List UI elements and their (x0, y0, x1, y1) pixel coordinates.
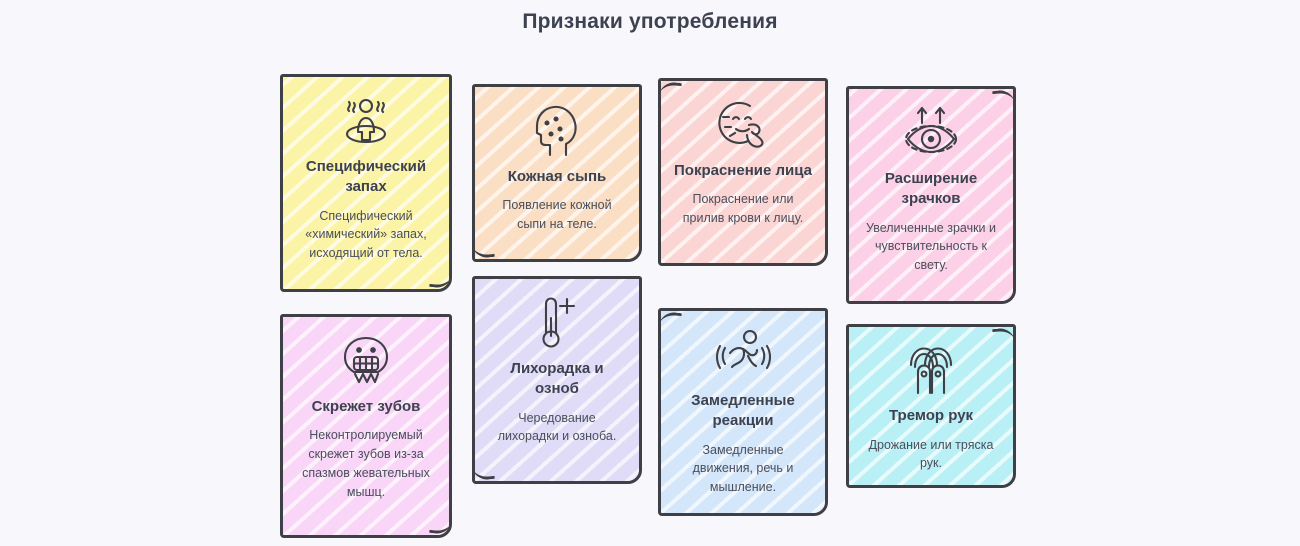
card-teeth-grinding[interactable]: Скрежет зубов Неконтролируемый скрежет з… (280, 314, 452, 538)
card-facial-redness[interactable]: Покраснение лица Покраснение или прилив … (658, 78, 828, 266)
slow-runner-icon (712, 325, 774, 385)
card-title: Кожная сыпь (507, 168, 607, 185)
shaking-hand-icon (902, 341, 960, 400)
flushed-face-icon (714, 95, 772, 155)
card-title: Специфический запах (305, 158, 427, 196)
card-specific-smell[interactable]: Специфический запах Специфический «химич… (280, 74, 452, 292)
person-odor-icon (336, 91, 396, 151)
card-description: Замедленные движения, речь и мышление. (692, 442, 794, 495)
head-rash-icon (530, 101, 584, 161)
card-slowed-reactions[interactable]: Замедленные реакции Замедленные движения… (658, 308, 828, 516)
card-fever-chills[interactable]: Лихорадка и озноб Чередование лихорадки … (472, 276, 642, 484)
card-dilated-pupils[interactable]: Расширение зрачков Увеличенные зрачки и … (846, 86, 1016, 304)
card-description: Дрожание или тряска рук. (868, 437, 994, 471)
card-title: Скрежет зубов (311, 398, 421, 415)
card-title: Покраснение лица (674, 162, 812, 179)
dilated-eye-icon (898, 103, 964, 163)
card-description: Появление кожной сыпи на теле. (502, 198, 612, 231)
card-description: Специфический «химический» запах, исходя… (305, 208, 427, 261)
card-description: Неконтролируемый скрежет зубов из-за спа… (302, 428, 430, 499)
card-title: Расширение зрачков (884, 170, 978, 208)
card-description: Покраснение или прилив крови к лицу. (682, 192, 804, 225)
card-skin-rash[interactable]: Кожная сыпь Появление кожной сыпи на тел… (472, 84, 642, 262)
card-title: Тремор рук (888, 407, 974, 425)
card-description: Увеличенные зрачки и чувствительность к … (865, 220, 996, 273)
thermometer-plus-icon (532, 293, 582, 353)
page-title: Признаки употребления (522, 10, 778, 33)
card-hand-tremor[interactable]: Тремор рук Дрожание или тряска рук. (846, 324, 1016, 488)
grinding-teeth-face-icon (338, 331, 394, 391)
card-description: Чередование лихорадки и озноба. (497, 410, 617, 444)
card-title: Замедленные реакции (691, 392, 795, 430)
card-title: Лихорадка и озноб (510, 360, 604, 398)
